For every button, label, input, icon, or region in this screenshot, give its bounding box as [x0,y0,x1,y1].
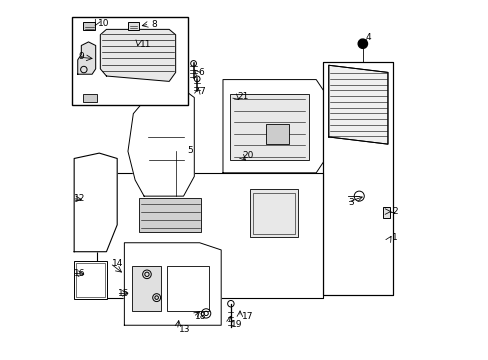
Bar [131,266,161,311]
Text: 18: 18 [195,312,206,321]
Text: 17: 17 [241,312,253,321]
Text: 10: 10 [98,19,109,28]
Text: 12: 12 [74,194,85,203]
Text: 2: 2 [391,207,397,216]
Text: 11: 11 [140,40,151,49]
Bar [230,94,308,160]
Bar [323,62,392,295]
Bar [323,62,392,295]
Text: 21: 21 [237,92,248,101]
Text: 13: 13 [179,325,190,334]
Bar [167,266,208,311]
Text: 16: 16 [74,269,85,278]
Polygon shape [74,153,117,252]
Text: 15: 15 [118,289,129,298]
Bar [76,263,105,297]
Bar [83,94,97,102]
Polygon shape [223,80,323,173]
Text: 7: 7 [199,86,205,95]
Polygon shape [100,30,175,81]
Text: 3: 3 [348,198,353,207]
Polygon shape [97,173,323,298]
Bar [253,193,294,234]
Bar [139,198,201,232]
Polygon shape [78,42,96,74]
Bar [83,22,95,30]
Polygon shape [328,65,387,144]
Text: 20: 20 [242,151,254,160]
Text: 6: 6 [198,68,204,77]
Text: 8: 8 [151,19,157,28]
Text: 1: 1 [391,233,397,242]
Bar [128,22,139,30]
Text: 9: 9 [79,53,84,62]
Bar [265,125,289,144]
Polygon shape [124,243,221,325]
Text: 14: 14 [112,259,123,268]
Bar [249,189,298,237]
Text: 5: 5 [187,146,192,155]
Bar [72,17,188,105]
Text: 19: 19 [230,320,242,329]
Text: 4: 4 [365,33,370,42]
Polygon shape [128,87,194,196]
Bar [382,207,389,218]
Bar [74,261,107,299]
Circle shape [357,39,367,48]
